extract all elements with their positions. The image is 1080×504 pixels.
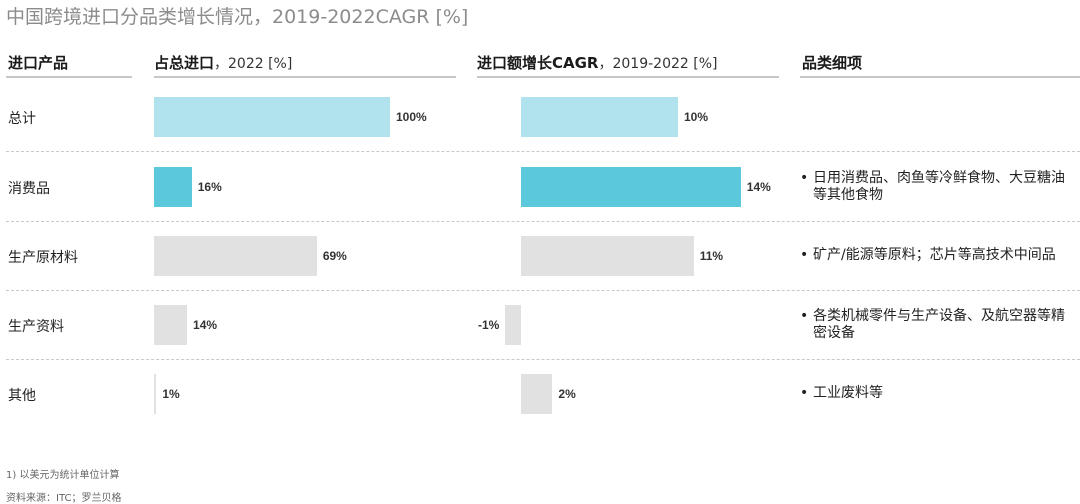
header-cagr-main: 进口额增长CAGR: [477, 54, 599, 72]
source-note: 资料来源：ITC；罗兰贝格: [6, 493, 122, 504]
detail-text: • 矿产/能源等原料；芯片等高技术中间品: [800, 247, 1070, 264]
row-separator: [6, 221, 1080, 222]
cagr-bar: [521, 97, 678, 137]
cagr-bar: [505, 305, 521, 345]
cagr-bar: [521, 236, 694, 276]
share-bar: [154, 236, 317, 276]
header-cagr: 进口额增长CAGR，2019-2022 [%]: [477, 52, 717, 73]
row-label: 生产原材料: [8, 250, 78, 266]
header-product: 进口产品: [8, 54, 69, 72]
detail-text-content: 工业废料等: [813, 385, 883, 401]
cagr-bar: [521, 374, 553, 414]
row-separator: [6, 151, 1080, 152]
header-detail: 品类细项: [802, 54, 863, 72]
cagr-value-label: 14%: [746, 180, 771, 194]
header-share-sub: ，2022 [%]: [214, 56, 293, 72]
row-label: 生产资料: [8, 319, 64, 335]
row-separator: [6, 290, 1080, 291]
bullet-icon: •: [800, 247, 809, 263]
row-label: 消费品: [8, 181, 50, 197]
cagr-value-label: 11%: [699, 249, 724, 263]
chart-title: 中国跨境进口分品类增长情况，2019-2022CAGR [%]: [6, 6, 469, 28]
cagr-bar: [521, 167, 741, 207]
detail-text: • 各类机械零件与生产设备、及航空器等精密设备: [800, 308, 1070, 342]
share-value-label: 14%: [193, 318, 218, 332]
row-label: 总计: [8, 111, 36, 127]
detail-text: • 日用消费品、肉鱼等冷鲜食物、大豆糖油等其他食物: [800, 170, 1070, 204]
header-rule-detail: [800, 76, 1080, 78]
header-rule-share: [154, 76, 456, 78]
share-value-label: 69%: [322, 249, 347, 263]
share-value-label: 16%: [197, 180, 222, 194]
cagr-value-label: 10%: [684, 110, 709, 124]
detail-text-content: 日用消费品、肉鱼等冷鲜食物、大豆糖油等其他食物: [813, 170, 1065, 203]
header-share-main: 占总进口: [154, 54, 215, 72]
header-cagr-sub: ，2019-2022 [%]: [598, 56, 718, 72]
detail-text-content: 矿产/能源等原料；芯片等高技术中间品: [813, 247, 1056, 263]
row-label: 其他: [8, 388, 36, 404]
bullet-icon: •: [800, 170, 809, 186]
bullet-icon: •: [800, 308, 809, 324]
cagr-value-label: -1%: [477, 318, 500, 332]
row-separator: [6, 359, 1080, 360]
footnote: 1) 以美元为统计单位计算: [6, 470, 120, 481]
share-bar: [154, 374, 157, 414]
share-value-label: 1%: [162, 387, 180, 401]
share-bar: [154, 305, 188, 345]
share-bar: [154, 97, 390, 137]
detail-text-content: 各类机械零件与生产设备、及航空器等精密设备: [813, 308, 1065, 341]
header-rule-product: [6, 76, 132, 78]
share-value-label: 100%: [396, 110, 427, 124]
detail-text: • 工业废料等: [800, 385, 1070, 402]
cagr-value-label: 2%: [558, 387, 576, 401]
bullet-icon: •: [800, 385, 809, 401]
header-rule-cagr: [477, 76, 779, 78]
share-bar: [154, 167, 192, 207]
header-share: 占总进口，2022 [%]: [154, 52, 292, 73]
